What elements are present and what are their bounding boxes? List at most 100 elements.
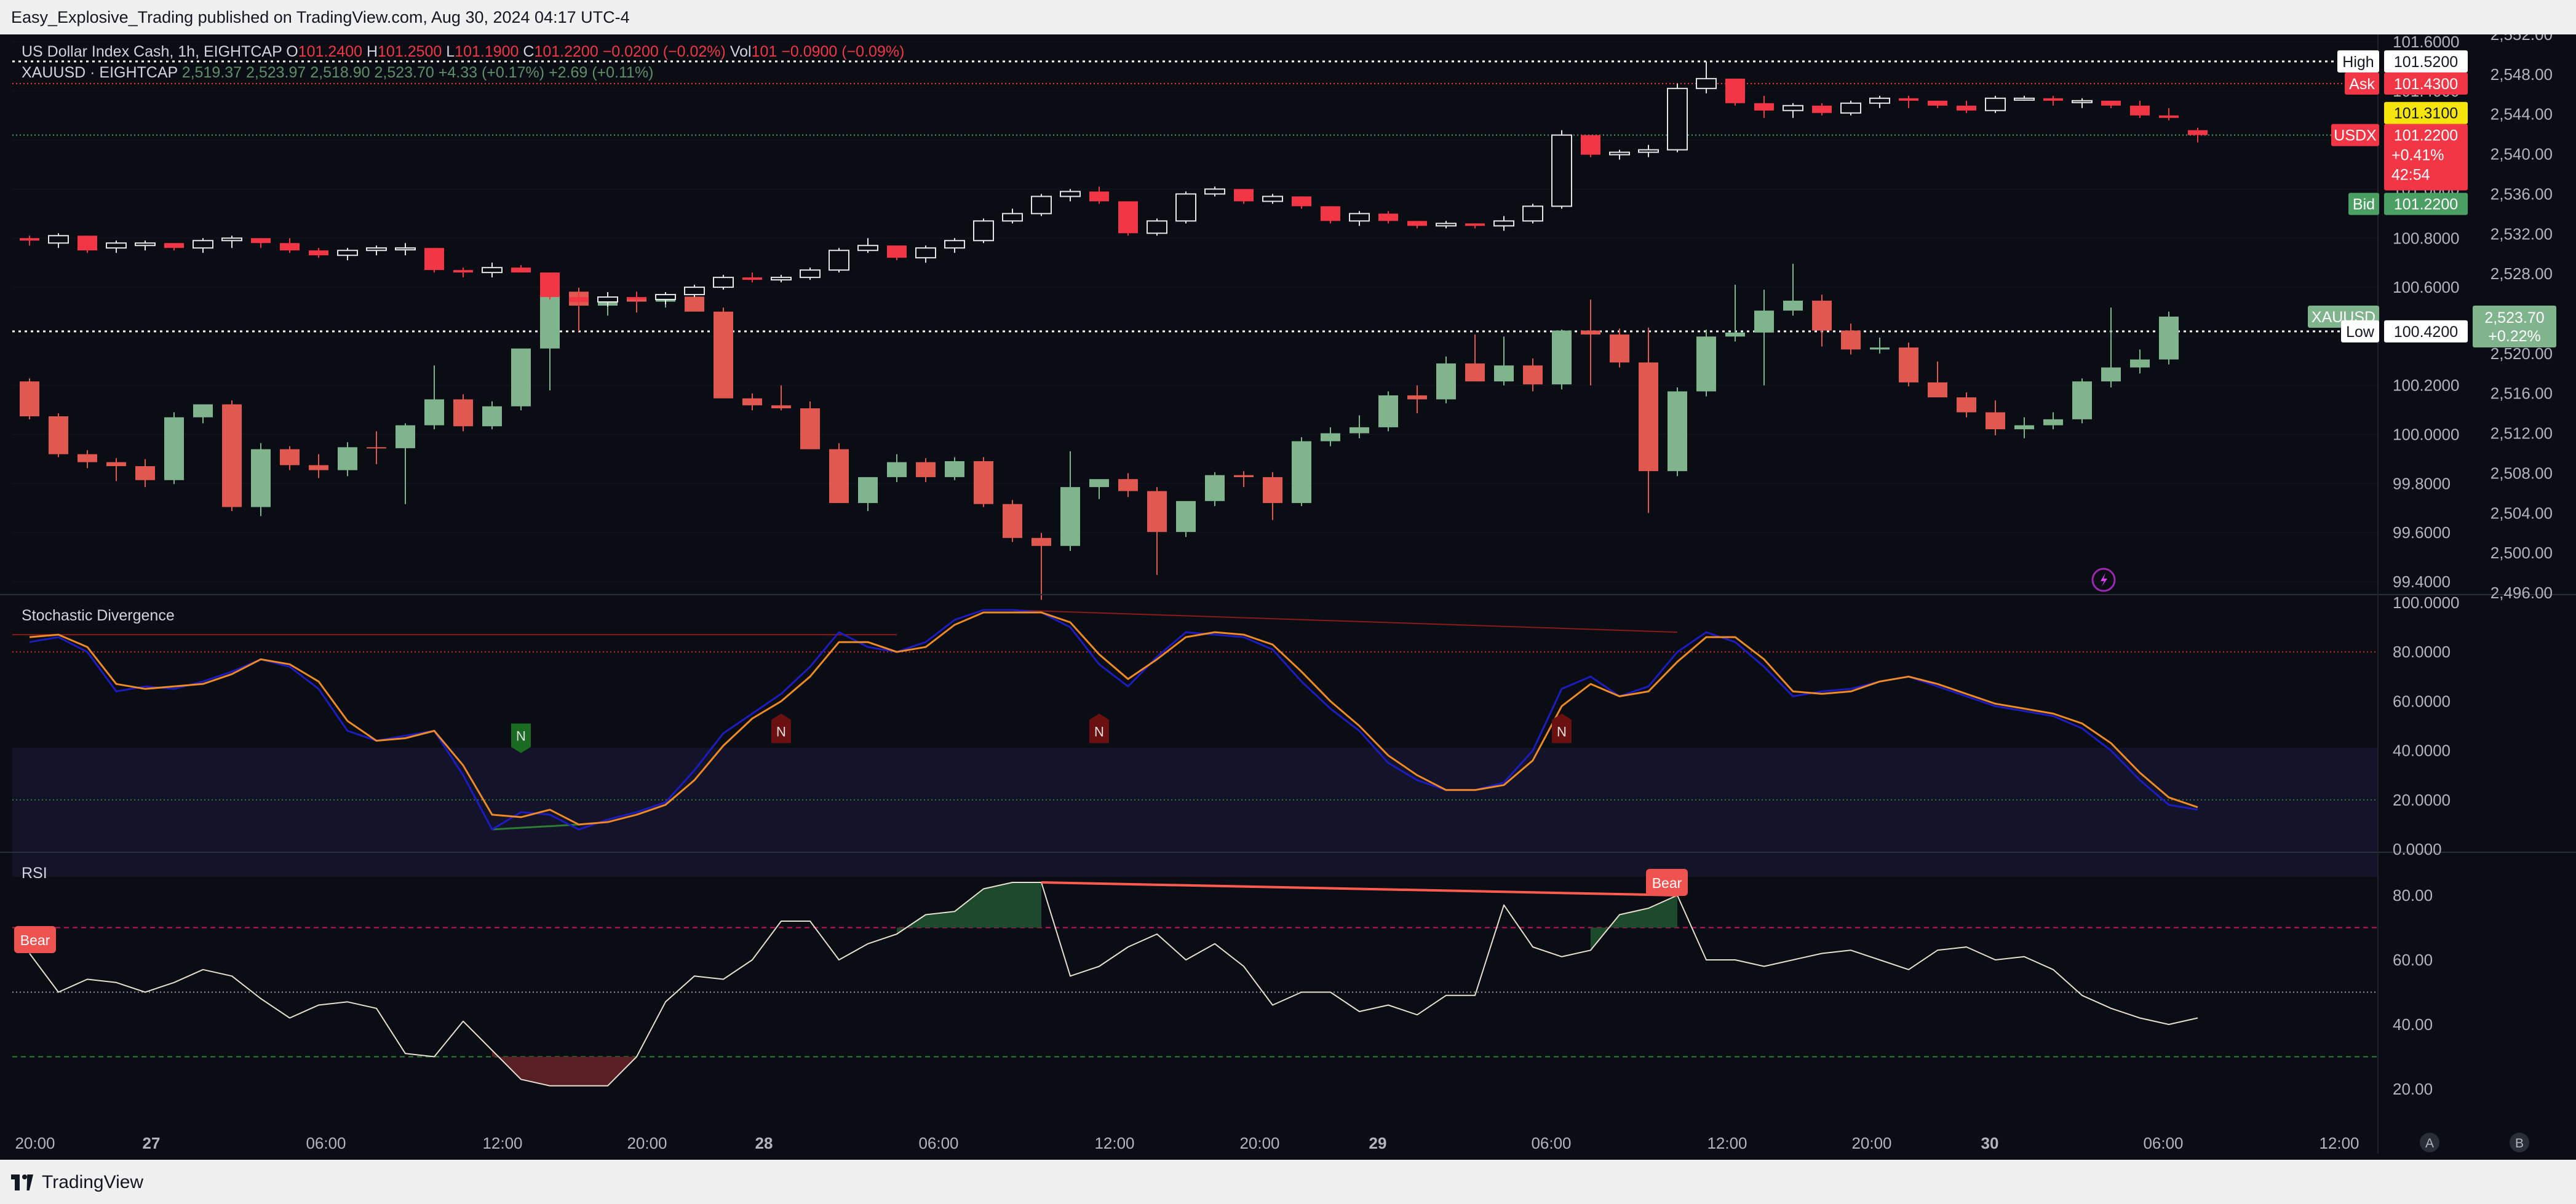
usdx-candle[interactable]	[2014, 97, 2035, 101]
xau-candle[interactable]	[251, 449, 271, 507]
divergence-marker[interactable]: N	[1552, 713, 1572, 743]
usdx-candle[interactable]	[2188, 130, 2208, 135]
usdx-candle[interactable]	[1581, 135, 1600, 155]
usdx-candle[interactable]	[1493, 220, 1514, 227]
bear-marker[interactable]: Bear	[1646, 869, 1688, 896]
usdx-candle[interactable]	[1292, 196, 1311, 207]
xau-candle[interactable]	[78, 454, 97, 462]
usdx-candle[interactable]	[366, 247, 387, 251]
xau-candle[interactable]	[1118, 479, 1138, 491]
usdx-candle[interactable]	[1783, 105, 1803, 111]
xau-candle[interactable]	[309, 465, 328, 470]
usdx-candle[interactable]	[2101, 100, 2121, 106]
usdx-candle[interactable]	[1638, 149, 1659, 153]
xau-candle[interactable]	[396, 425, 415, 448]
usdx-candle[interactable]	[1089, 191, 1109, 202]
usdx-candle[interactable]	[944, 240, 965, 249]
xau-candle[interactable]	[714, 311, 733, 398]
xau-candle[interactable]	[1292, 441, 1311, 504]
usdx-candle[interactable]	[1869, 97, 1890, 104]
xau-candle[interactable]	[771, 405, 791, 409]
xau-candle[interactable]	[106, 462, 126, 467]
xau-candle[interactable]	[742, 398, 762, 406]
xau-candle[interactable]	[1610, 335, 1629, 363]
xau-candle[interactable]	[135, 466, 155, 480]
xau-candle[interactable]	[1696, 336, 1716, 392]
usdx-candle[interactable]	[627, 297, 646, 300]
usdx-candle[interactable]	[684, 287, 705, 296]
xau-candle[interactable]	[1754, 311, 1774, 333]
xau-candle[interactable]	[800, 408, 820, 450]
usdx-candle[interactable]	[1204, 188, 1225, 195]
xau-candle[interactable]	[1639, 362, 1658, 472]
usdx-candle[interactable]	[1378, 213, 1398, 221]
usdx-candle[interactable]	[771, 277, 792, 281]
usdx-candle[interactable]	[106, 242, 127, 249]
usdx-candle[interactable]	[1002, 213, 1023, 222]
usdx-candle[interactable]	[1522, 205, 1543, 222]
usdx-candle[interactable]	[1465, 223, 1485, 226]
xau-candle[interactable]	[1089, 479, 1109, 488]
xau-candle[interactable]	[1350, 427, 1369, 434]
usdx-candle[interactable]	[569, 297, 589, 303]
usdx-candle[interactable]	[1899, 98, 1918, 101]
usdx-candle[interactable]	[1840, 102, 1861, 114]
xau-candle[interactable]	[1523, 365, 1543, 385]
usdx-candle[interactable]	[482, 267, 503, 274]
xau-candle[interactable]	[1870, 347, 1890, 350]
xau-candle[interactable]	[1003, 504, 1022, 538]
usdx-candle[interactable]	[1060, 191, 1081, 197]
xau-candle[interactable]	[280, 449, 300, 465]
usdx-candle[interactable]	[1234, 189, 1254, 202]
usdx-candle[interactable]	[1436, 223, 1457, 227]
usdx-candle[interactable]	[973, 220, 994, 242]
chart-canvas[interactable]: N N N N Bear Bear US Dollar Index Cash, 1h, …	[0, 34, 2576, 1160]
usdx-candle[interactable]	[1147, 220, 1167, 234]
usdx-candle[interactable]	[1957, 105, 1976, 111]
xau-candle[interactable]	[338, 447, 357, 470]
xau-candle[interactable]	[1407, 395, 1427, 400]
xau-candle[interactable]	[540, 291, 560, 349]
usdx-candle[interactable]	[251, 238, 271, 244]
xau-candle[interactable]	[1957, 397, 1976, 413]
divergence-marker[interactable]: N	[511, 723, 531, 753]
divergence-marker[interactable]: N	[1089, 713, 1109, 743]
axis-mode-button[interactable]	[2510, 1133, 2529, 1152]
usdx-candle[interactable]	[800, 269, 821, 279]
xau-candle[interactable]	[1176, 501, 1196, 533]
xau-candle[interactable]	[2130, 359, 2150, 368]
usdx-candle[interactable]	[395, 247, 416, 251]
xau-candle[interactable]	[1552, 330, 1572, 385]
usdx-candle[interactable]	[597, 296, 618, 303]
usdx-candle[interactable]	[1928, 100, 1947, 106]
usdx-candle[interactable]	[424, 248, 444, 271]
usdx-candle[interactable]	[1551, 134, 1572, 207]
xau-candle[interactable]	[945, 461, 964, 477]
bear-marker[interactable]: Bear	[14, 926, 56, 953]
usdx-candle[interactable]	[2159, 115, 2179, 118]
xau-candle[interactable]	[49, 416, 68, 454]
xau-candle[interactable]	[2014, 425, 2034, 430]
usdx-candle[interactable]	[829, 250, 849, 271]
xau-candle[interactable]	[1494, 365, 1514, 382]
xau-candle[interactable]	[1581, 330, 1600, 335]
xau-candle[interactable]	[887, 462, 907, 477]
xau-candle[interactable]	[1234, 475, 1254, 477]
main-pane[interactable]	[12, 60, 2378, 600]
usdx-candle[interactable]	[337, 250, 358, 256]
usdx-candle[interactable]	[135, 242, 156, 247]
divergence-marker[interactable]: N	[771, 713, 791, 743]
xau-candle[interactable]	[1668, 391, 1687, 472]
xau-candle[interactable]	[193, 404, 213, 418]
usdx-candle[interactable]	[309, 250, 328, 256]
usdx-candle[interactable]	[1118, 201, 1138, 234]
xau-candle[interactable]	[858, 477, 878, 504]
usdx-candle[interactable]	[193, 240, 213, 249]
usdx-candle[interactable]	[857, 245, 878, 251]
xau-candle[interactable]	[2101, 367, 2121, 382]
xau-candle[interactable]	[20, 381, 39, 417]
axis-mode-button[interactable]	[2420, 1133, 2439, 1152]
rsi-pane[interactable]: Bear Bear	[12, 869, 2378, 1087]
usdx-candle[interactable]	[1812, 105, 1832, 113]
usdx-candle[interactable]	[20, 238, 39, 241]
